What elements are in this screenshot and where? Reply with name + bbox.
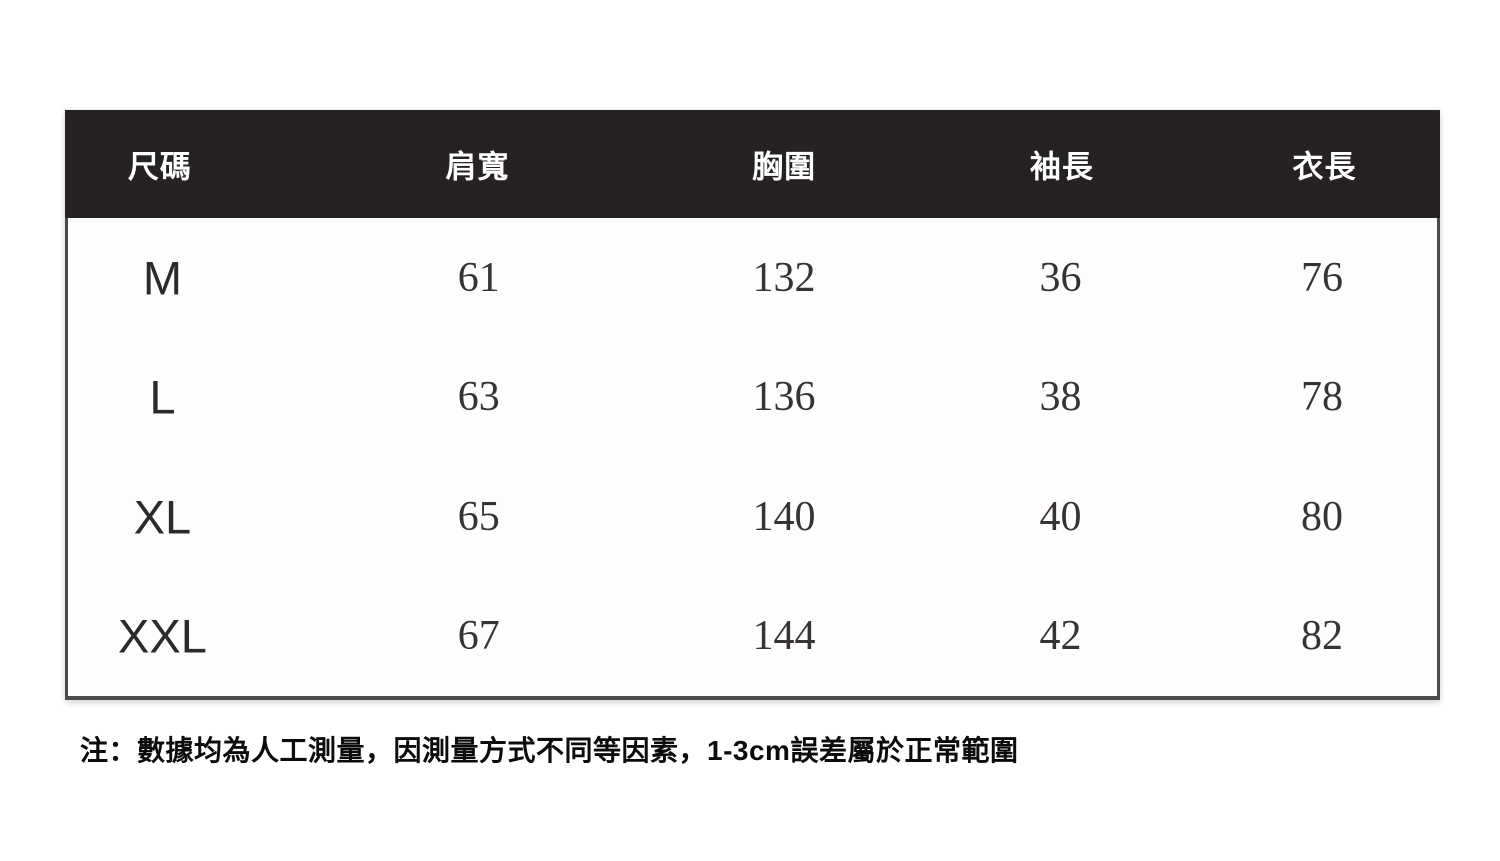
measurement-value: 61 xyxy=(457,254,500,301)
measurement-value: 132 xyxy=(752,254,816,301)
measurement-value: 65 xyxy=(457,493,500,540)
measurement-value: 80 xyxy=(1301,493,1343,540)
measurement-value: 76 xyxy=(1301,254,1343,301)
measurement-value: 40 xyxy=(1039,493,1082,540)
size-label: M xyxy=(142,251,183,305)
size-label: L xyxy=(149,370,176,424)
measurement-value: 42 xyxy=(1039,613,1082,660)
measurement-value: 36 xyxy=(1039,254,1082,301)
column-header-2: 胸圍 xyxy=(752,149,817,185)
table-row: XL 65 140 40 80 xyxy=(68,457,1437,577)
measurement-value: 67 xyxy=(457,613,500,660)
measurement-value: 140 xyxy=(752,493,816,540)
column-header-4: 衣長 xyxy=(1292,149,1357,185)
column-header-3: 袖長 xyxy=(1029,149,1094,185)
measurement-value: 82 xyxy=(1301,613,1343,660)
column-header-1: 肩寬 xyxy=(445,149,510,185)
measurement-note: 注：數據均為人工測量，因測量方式不同等因素，1-3cm誤差屬於正常範圍 xyxy=(80,735,1019,766)
size-label: XXL xyxy=(118,609,207,663)
table-body: M 61 132 36 76 L 63 136 38 78 XL 65 140 40 80 XXL 67 144 4… xyxy=(68,218,1437,696)
table-row: M 61 132 36 76 xyxy=(68,218,1437,338)
table-header-row: 尺碼 肩寬 胸圍 袖長 衣長 xyxy=(65,110,1440,218)
table-row: XXL 67 144 42 82 xyxy=(68,577,1437,697)
measurement-value: 63 xyxy=(457,374,500,421)
size-table: 尺碼 肩寬 胸圍 袖長 衣長 M 61 132 36 76 L 63 136 38 78 XL 65 140 40… xyxy=(65,110,1440,700)
table-row: L 63 136 38 78 xyxy=(68,338,1437,458)
measurement-value: 144 xyxy=(752,613,816,660)
column-header-0: 尺碼 xyxy=(127,149,192,185)
size-label: XL xyxy=(133,490,192,544)
measurement-value: 78 xyxy=(1301,374,1343,421)
measurement-value: 136 xyxy=(752,374,816,421)
measurement-value: 38 xyxy=(1039,374,1082,421)
